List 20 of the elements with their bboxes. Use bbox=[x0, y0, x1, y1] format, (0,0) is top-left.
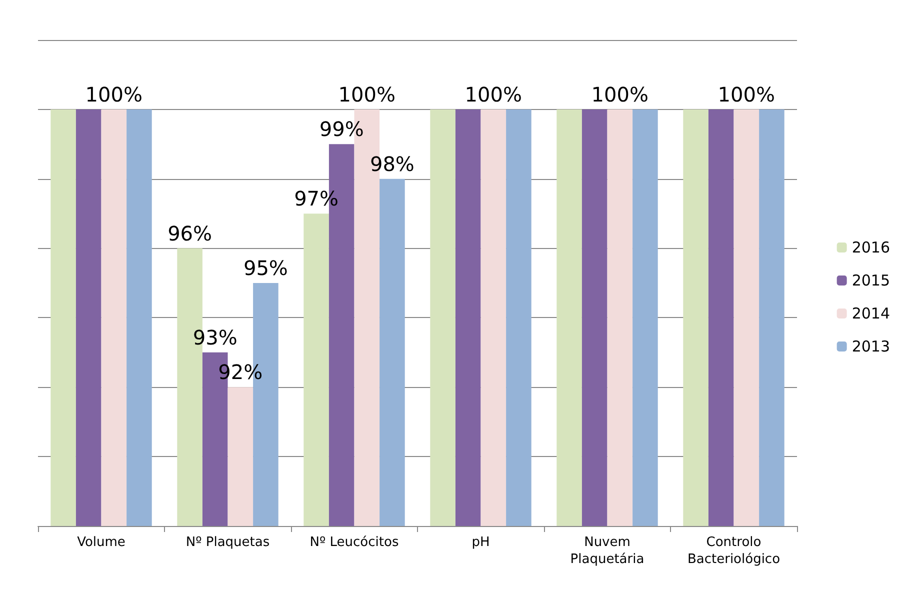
x-tick-label: Volume bbox=[77, 535, 126, 550]
x-tick-label: Nuvem Plaquetária bbox=[570, 535, 644, 567]
x-tick-label: pH bbox=[472, 535, 490, 550]
data-label: 96% bbox=[168, 221, 212, 246]
data-label: 98% bbox=[370, 152, 414, 176]
data-label: 99% bbox=[319, 117, 364, 142]
data-label: 100% bbox=[464, 82, 522, 106]
legend-label: 2014 bbox=[852, 304, 890, 322]
data-label: 100% bbox=[718, 82, 775, 106]
data-label: 93% bbox=[192, 325, 238, 350]
data-label: 95% bbox=[243, 256, 288, 280]
x-tick-label: Controlo Bacteriológico bbox=[687, 535, 780, 567]
legend-label: 2013 bbox=[852, 338, 890, 356]
data-label: 100% bbox=[85, 82, 142, 106]
x-tick-label: Nº Leucócitos bbox=[310, 535, 399, 550]
data-label: 100% bbox=[591, 82, 648, 106]
legend-label: 2015 bbox=[852, 272, 890, 290]
legend-label: 2016 bbox=[852, 238, 890, 256]
x-tick-label: Nº Plaquetas bbox=[186, 535, 270, 550]
data-label: 100% bbox=[338, 82, 396, 106]
